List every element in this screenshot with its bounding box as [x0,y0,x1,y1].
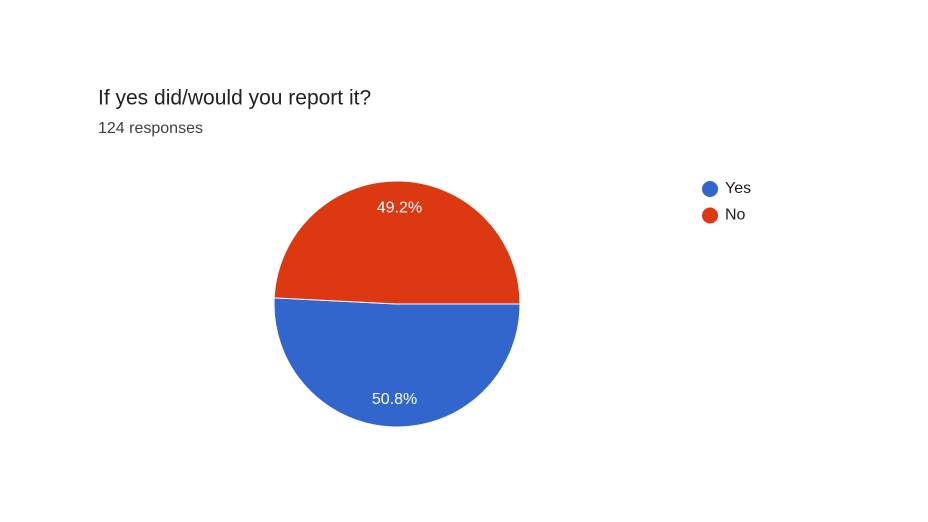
pie: 50.8% 49.2% [273,180,521,428]
chart-subtitle: 124 responses [98,120,203,137]
legend-marker [702,181,718,197]
legend: Yes No [702,180,751,224]
legend-label: No [725,207,746,224]
legend-marker [702,207,718,224]
pie-slice [273,297,521,428]
chart-title: If yes did/would you report it? [98,87,371,110]
data-label: 50.8% [372,391,417,408]
data-label: 49.2% [377,199,422,216]
pie-slice [273,180,521,305]
legend-label: Yes [725,180,751,197]
